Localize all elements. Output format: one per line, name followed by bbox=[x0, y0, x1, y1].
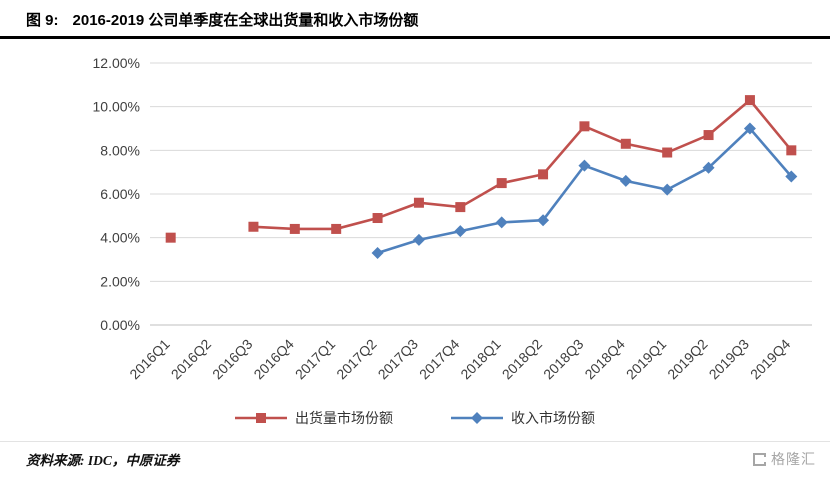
data-point-diamond bbox=[619, 174, 632, 187]
chart-container: 0.00% 2.00% 4.00% 6.00% 8.00% 10.00% 12.00% 201… bbox=[0, 39, 830, 433]
legend-item: 收入市场份额 bbox=[451, 408, 595, 428]
data-point-square bbox=[165, 232, 176, 243]
x-tick-label: 2016Q4 bbox=[250, 336, 297, 383]
figure-header: 图 9: 2016-2019 公司单季度在全球出货量和收入市场份额 bbox=[0, 0, 830, 39]
x-axis-labels: 2016Q12016Q22016Q32016Q42017Q12017Q22017… bbox=[126, 336, 793, 383]
gelonghui-logo-icon bbox=[753, 452, 767, 466]
x-tick-label: 2016Q2 bbox=[168, 336, 215, 383]
legend-label: 收入市场份额 bbox=[511, 410, 595, 426]
x-tick-label: 2017Q2 bbox=[333, 336, 380, 383]
y-axis-labels: 0.00% 2.00% 4.00% 6.00% 8.00% 10.00% 12.00% bbox=[93, 55, 140, 333]
x-tick-label: 2017Q3 bbox=[375, 336, 422, 383]
data-point-square bbox=[579, 121, 590, 132]
report-footer: 资料来源: IDC，中原证券 格隆汇 bbox=[0, 441, 830, 476]
legend-marker-square bbox=[235, 413, 287, 423]
legend-item: 出货量市场份额 bbox=[235, 408, 393, 428]
data-point-diamond bbox=[578, 159, 591, 172]
data-point-square bbox=[662, 147, 673, 158]
data-point-square bbox=[289, 223, 300, 234]
chart-legend: 出货量市场份额 收入市场份额 bbox=[0, 403, 830, 433]
series-diamond bbox=[371, 122, 798, 259]
x-tick-label: 2016Q1 bbox=[126, 336, 173, 383]
figure-number-label: 图 9: bbox=[26, 11, 59, 29]
series-square bbox=[165, 95, 797, 243]
x-tick-label: 2017Q4 bbox=[416, 336, 463, 383]
x-tick-label: 2019Q3 bbox=[706, 336, 753, 383]
data-point-square bbox=[786, 145, 797, 156]
watermark: 格隆汇 bbox=[753, 449, 816, 469]
data-point-square bbox=[413, 197, 424, 208]
y-tick-label: 12.00% bbox=[93, 55, 140, 71]
data-point-diamond bbox=[702, 161, 715, 174]
x-tick-label: 2019Q2 bbox=[664, 336, 711, 383]
data-point-diamond bbox=[785, 170, 798, 183]
data-point-square bbox=[248, 221, 259, 232]
data-point-square bbox=[331, 223, 342, 234]
x-tick-label: 2018Q3 bbox=[540, 336, 587, 383]
data-point-diamond bbox=[454, 225, 467, 238]
data-point-diamond bbox=[537, 214, 550, 227]
data-point-square bbox=[496, 178, 507, 189]
x-tick-label: 2019Q1 bbox=[623, 336, 670, 383]
legend-label: 出货量市场份额 bbox=[295, 410, 393, 426]
data-point-diamond bbox=[495, 216, 508, 229]
y-tick-label: 6.00% bbox=[100, 186, 140, 202]
data-point-diamond bbox=[661, 183, 674, 196]
y-tick-label: 2.00% bbox=[100, 273, 140, 289]
data-point-square bbox=[620, 138, 631, 149]
data-point-diamond bbox=[743, 122, 756, 135]
y-tick-label: 4.00% bbox=[100, 230, 140, 246]
y-tick-label: 10.00% bbox=[93, 99, 140, 115]
x-tick-label: 2016Q3 bbox=[209, 336, 256, 383]
data-source-text: 资料来源: IDC，中原证券 bbox=[26, 453, 180, 468]
data-point-square bbox=[538, 169, 549, 180]
x-tick-label: 2018Q1 bbox=[457, 336, 504, 383]
series-line bbox=[377, 126, 793, 255]
legend-marker-diamond bbox=[451, 412, 503, 424]
figure-title: 2016-2019 公司单季度在全球出货量和收入市场份额 bbox=[72, 11, 419, 29]
x-tick-label: 2019Q4 bbox=[747, 336, 794, 383]
data-point-diamond bbox=[412, 233, 425, 246]
watermark-text: 格隆汇 bbox=[771, 451, 816, 467]
x-tick-label: 2017Q1 bbox=[292, 336, 339, 383]
y-tick-label: 0.00% bbox=[100, 317, 140, 333]
gridlines bbox=[150, 62, 812, 326]
data-point-square bbox=[744, 95, 755, 106]
data-point-square bbox=[703, 130, 714, 141]
data-point-square bbox=[455, 202, 466, 213]
y-tick-label: 8.00% bbox=[100, 142, 140, 158]
series-line bbox=[253, 98, 793, 231]
data-point-square bbox=[372, 213, 383, 224]
x-tick-label: 2018Q2 bbox=[499, 336, 546, 383]
line-chart: 0.00% 2.00% 4.00% 6.00% 8.00% 10.00% 12.00% 201… bbox=[93, 55, 812, 383]
data-point-diamond bbox=[371, 246, 384, 259]
x-tick-label: 2018Q4 bbox=[581, 336, 628, 383]
